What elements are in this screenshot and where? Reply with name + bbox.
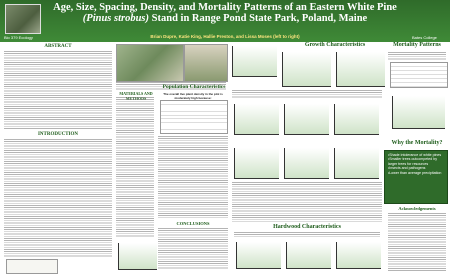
bullet-list: •Shade intolerance of white pines •Small… xyxy=(385,151,447,177)
callout-box: •Shade intolerance of white pines •Small… xyxy=(384,150,448,204)
title-species: (Pinus strobus) xyxy=(82,13,150,24)
figure xyxy=(6,259,58,274)
title-banner xyxy=(0,0,450,42)
caption xyxy=(232,90,382,98)
body-text xyxy=(158,228,228,270)
chart-figure xyxy=(334,104,379,135)
author-photo xyxy=(5,4,41,34)
chart-figure xyxy=(232,46,277,77)
chart-figure xyxy=(234,104,279,135)
chart-figure xyxy=(282,52,331,87)
title-line: Age, Size, Spacing, Density, and Mortali… xyxy=(53,2,397,13)
body-text xyxy=(4,51,112,129)
map-figure xyxy=(116,44,184,82)
chart-figure xyxy=(334,148,379,179)
body-text xyxy=(388,213,446,271)
chart-figure xyxy=(118,243,157,270)
chart-figure xyxy=(284,104,329,135)
caption xyxy=(388,52,446,60)
site-photo xyxy=(184,44,228,82)
poster-title: Age, Size, Spacing, Density, and Mortali… xyxy=(45,2,405,24)
section-heading: Acknowledgements xyxy=(398,206,436,211)
section-heading: Hardwood Characteristics xyxy=(273,224,341,230)
section-heading: Mortality Patterns xyxy=(393,42,441,48)
bullet: •Lower than average precipitation xyxy=(388,170,442,175)
body-text xyxy=(4,139,112,257)
chart-figure xyxy=(234,148,279,179)
chart-figure xyxy=(336,242,381,269)
chart-figure xyxy=(236,242,281,269)
body-text xyxy=(158,136,228,218)
section-heading: INTRODUCTION xyxy=(37,132,78,137)
body-text xyxy=(232,182,382,222)
section-heading: CONCLUSIONS xyxy=(176,221,210,226)
subheading: The overall live plant density in the pl… xyxy=(163,92,223,100)
chart-figure xyxy=(336,52,385,87)
section-heading: Why the Mortality? xyxy=(391,140,443,146)
body-text xyxy=(116,97,154,237)
table xyxy=(160,100,228,134)
bullet: •Shade intolerance of white pines xyxy=(388,153,442,157)
course: Bio 379 Ecology xyxy=(4,35,33,40)
chart-figure xyxy=(286,242,331,269)
bullet: •Smaller trees outcompeted by larger tre… xyxy=(388,157,437,166)
chart-figure xyxy=(392,96,445,129)
section-heading: Population Characteristics xyxy=(162,84,226,90)
caption xyxy=(116,82,226,90)
chart-figure xyxy=(284,148,329,179)
title-line: Stand in Range Pond State Park, Poland, … xyxy=(151,13,368,24)
section-heading: Growth Characteristics xyxy=(304,42,366,48)
caption xyxy=(234,232,380,238)
table xyxy=(390,62,448,88)
authors: Brian Dupre, Katie King, Hallie Preston,… xyxy=(150,34,300,39)
bullet: •Insects and pathogens xyxy=(388,166,426,171)
institution: Bates College xyxy=(412,35,437,40)
section-heading: ABSTRACT xyxy=(44,44,72,49)
